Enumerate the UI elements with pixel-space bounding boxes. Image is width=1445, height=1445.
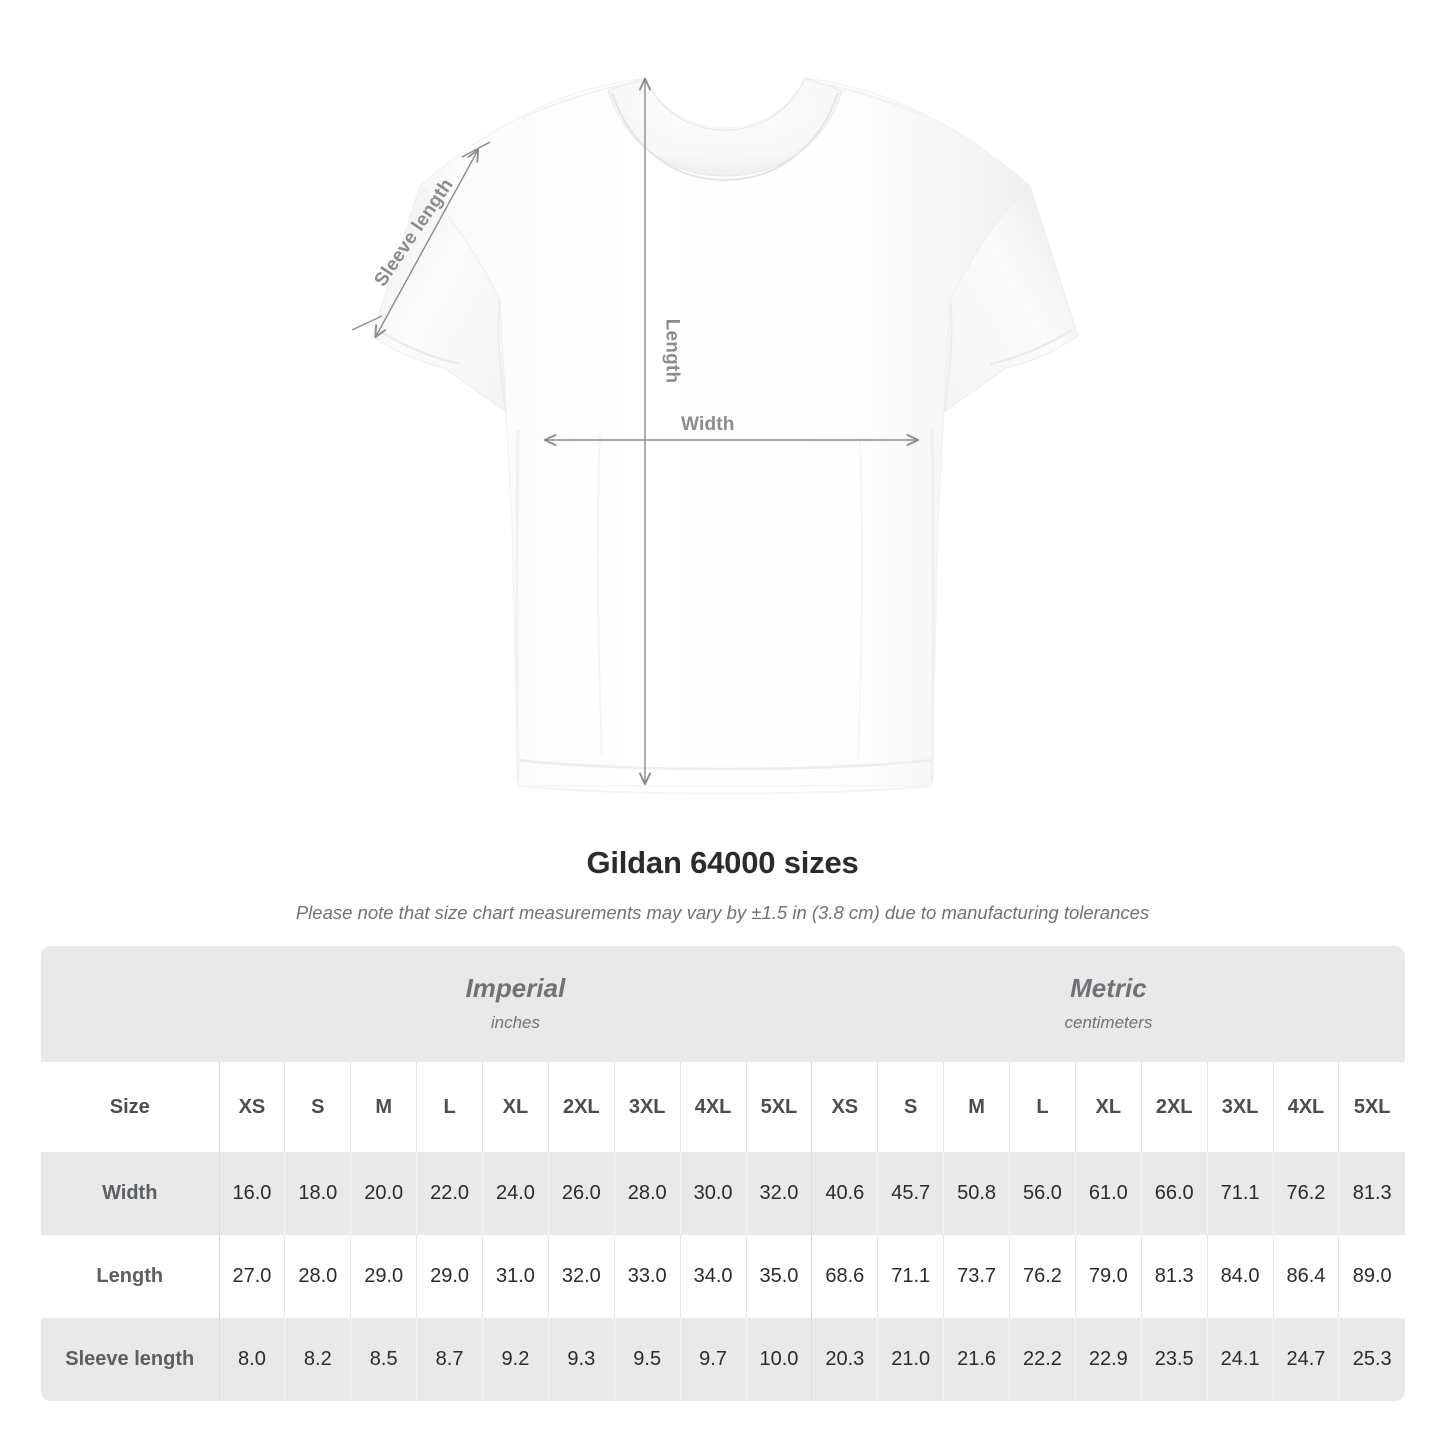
size-header-metric-4xl: 4XL <box>1273 1062 1340 1152</box>
cell-width-imperial-xs: 16.0 <box>219 1152 286 1235</box>
sleeve-length-arrow <box>351 141 491 336</box>
size-header-imperial-2xl: 2XL <box>548 1062 615 1152</box>
cell-sleeve-length-imperial-2xl: 9.3 <box>548 1318 615 1401</box>
width-label: Width <box>681 414 735 435</box>
cell-width-imperial-xl: 24.0 <box>482 1152 549 1235</box>
cell-length-imperial-3xl: 33.0 <box>614 1235 681 1318</box>
size-header-imperial-5xl: 5XL <box>746 1062 813 1152</box>
cell-length-imperial-m: 29.0 <box>350 1235 418 1318</box>
cell-width-metric-s: 45.7 <box>877 1152 945 1235</box>
cell-sleeve-length-metric-4xl: 24.7 <box>1273 1318 1340 1401</box>
cell-sleeve-length-imperial-l: 8.7 <box>416 1318 483 1401</box>
unit-group-name: Metric <box>1070 972 1147 1003</box>
cell-sleeve-length-imperial-4xl: 9.7 <box>680 1318 747 1401</box>
cell-length-metric-s: 71.1 <box>877 1235 945 1318</box>
cell-width-metric-3xl: 71.1 <box>1207 1152 1274 1235</box>
tshirt-illustration <box>351 77 1079 795</box>
table-row: Sleeve length 8.0 8.2 8.5 8.7 9.2 9.3 9.5 9.7 10.… <box>41 1318 1405 1401</box>
cell-width-imperial-2xl: 26.0 <box>548 1152 615 1235</box>
cell-length-metric-4xl: 86.4 <box>1273 1235 1340 1318</box>
cell-sleeve-length-metric-xs: 20.3 <box>811 1318 879 1401</box>
cell-sleeve-length-metric-3xl: 24.1 <box>1207 1318 1274 1401</box>
cell-sleeve-length-imperial-xl: 9.2 <box>482 1318 549 1401</box>
cell-sleeve-length-imperial-3xl: 9.5 <box>614 1318 681 1401</box>
unit-group-metric: Metric centimeters <box>811 946 1405 1062</box>
cell-sleeve-length-metric-xl: 22.9 <box>1075 1318 1142 1401</box>
size-header-imperial-3xl: 3XL <box>614 1062 681 1152</box>
cell-length-imperial-s: 28.0 <box>284 1235 352 1318</box>
length-label: Length <box>661 318 683 384</box>
cell-length-imperial-l: 29.0 <box>416 1235 483 1318</box>
cell-sleeve-length-imperial-s: 8.2 <box>284 1318 352 1401</box>
cell-width-metric-2xl: 66.0 <box>1141 1152 1208 1235</box>
cell-width-imperial-4xl: 30.0 <box>680 1152 747 1235</box>
unit-group-sub: centimeters <box>1064 1013 1153 1033</box>
size-header-metric-m: M <box>943 1062 1010 1152</box>
size-column-header: Size <box>41 1062 220 1152</box>
unit-group-imperial: Imperial inches <box>219 946 812 1062</box>
cell-length-imperial-5xl: 35.0 <box>746 1235 813 1318</box>
cell-width-metric-m: 50.8 <box>943 1152 1010 1235</box>
size-header-imperial-4xl: 4XL <box>680 1062 747 1152</box>
cell-length-imperial-xl: 31.0 <box>482 1235 549 1318</box>
cell-length-imperial-4xl: 34.0 <box>680 1235 747 1318</box>
cell-length-metric-3xl: 84.0 <box>1207 1235 1274 1318</box>
cell-sleeve-length-metric-2xl: 23.5 <box>1141 1318 1208 1401</box>
size-chart-table-wrapper: Imperial inches Metric centimeters Size XS S M L… <box>41 946 1405 1401</box>
row-label-length: Length <box>41 1235 220 1318</box>
table-row: Length 27.0 28.0 29.0 29.0 31.0 32.0 33.0 34.0 35… <box>41 1235 1405 1318</box>
table-row: Width 16.0 18.0 20.0 22.0 24.0 26.0 28.0 30.0 32.… <box>41 1152 1405 1235</box>
size-header-imperial-s: S <box>284 1062 352 1152</box>
cell-sleeve-length-imperial-xs: 8.0 <box>219 1318 286 1401</box>
cell-width-imperial-3xl: 28.0 <box>614 1152 681 1235</box>
size-header-metric-2xl: 2XL <box>1141 1062 1208 1152</box>
cell-width-metric-l: 56.0 <box>1009 1152 1076 1235</box>
cell-sleeve-length-metric-m: 21.6 <box>943 1318 1010 1401</box>
cell-width-metric-xl: 61.0 <box>1075 1152 1142 1235</box>
cell-length-metric-m: 73.7 <box>943 1235 1010 1318</box>
size-header-metric-3xl: 3XL <box>1207 1062 1274 1152</box>
page-title: Gildan 64000 sizes <box>586 845 859 880</box>
size-header-metric-l: L <box>1009 1062 1076 1152</box>
size-header-metric-xl: XL <box>1075 1062 1142 1152</box>
cell-length-metric-l: 76.2 <box>1009 1235 1076 1318</box>
unit-group-name: Imperial <box>465 972 566 1003</box>
cell-length-metric-5xl: 89.0 <box>1338 1235 1405 1318</box>
size-header-row: Size XS S M L XL 2XL 3XL 4XL 5XL XS S M L XL 2XL 3XL 4XL 5… <box>41 1062 1405 1152</box>
cell-sleeve-length-metric-l: 22.2 <box>1009 1318 1076 1401</box>
cell-length-imperial-2xl: 32.0 <box>548 1235 615 1318</box>
title-block: Gildan 64000 sizes Please note that size… <box>0 845 1445 924</box>
cell-width-metric-5xl: 81.3 <box>1338 1152 1405 1235</box>
cell-sleeve-length-metric-s: 21.0 <box>877 1318 945 1401</box>
unit-row-spacer <box>41 946 219 1062</box>
size-chart-table: Imperial inches Metric centimeters Size XS S M L… <box>41 946 1405 1401</box>
cell-width-metric-xs: 40.6 <box>811 1152 879 1235</box>
cell-width-imperial-l: 22.0 <box>416 1152 483 1235</box>
size-header-imperial-l: L <box>416 1062 483 1152</box>
cell-sleeve-length-imperial-m: 8.5 <box>350 1318 418 1401</box>
cell-sleeve-length-metric-5xl: 25.3 <box>1338 1318 1405 1401</box>
tshirt-diagram: Sleeve length Length Width <box>351 77 1079 795</box>
row-label-width: Width <box>41 1152 220 1235</box>
unit-header-row: Imperial inches Metric centimeters <box>41 946 1405 1062</box>
size-header-imperial-m: M <box>350 1062 418 1152</box>
size-header-metric-s: S <box>877 1062 945 1152</box>
cell-width-imperial-s: 18.0 <box>284 1152 352 1235</box>
size-header-imperial-xs: XS <box>219 1062 286 1152</box>
tshirt-body <box>371 77 1079 795</box>
cell-length-metric-xl: 79.0 <box>1075 1235 1142 1318</box>
cell-width-imperial-m: 20.0 <box>350 1152 418 1235</box>
size-header-metric-xs: XS <box>811 1062 879 1152</box>
tolerance-note: Please note that size chart measurements… <box>295 902 1150 923</box>
row-label-sleeve-length: Sleeve length <box>41 1318 220 1401</box>
unit-group-sub: inches <box>490 1013 540 1033</box>
size-header-imperial-xl: XL <box>482 1062 549 1152</box>
cell-length-metric-xs: 68.6 <box>811 1235 879 1318</box>
cell-width-metric-4xl: 76.2 <box>1273 1152 1340 1235</box>
cell-width-imperial-5xl: 32.0 <box>746 1152 813 1235</box>
cell-sleeve-length-imperial-5xl: 10.0 <box>746 1318 813 1401</box>
cell-length-imperial-xs: 27.0 <box>219 1235 286 1318</box>
cell-length-metric-2xl: 81.3 <box>1141 1235 1208 1318</box>
size-header-metric-5xl: 5XL <box>1338 1062 1405 1152</box>
